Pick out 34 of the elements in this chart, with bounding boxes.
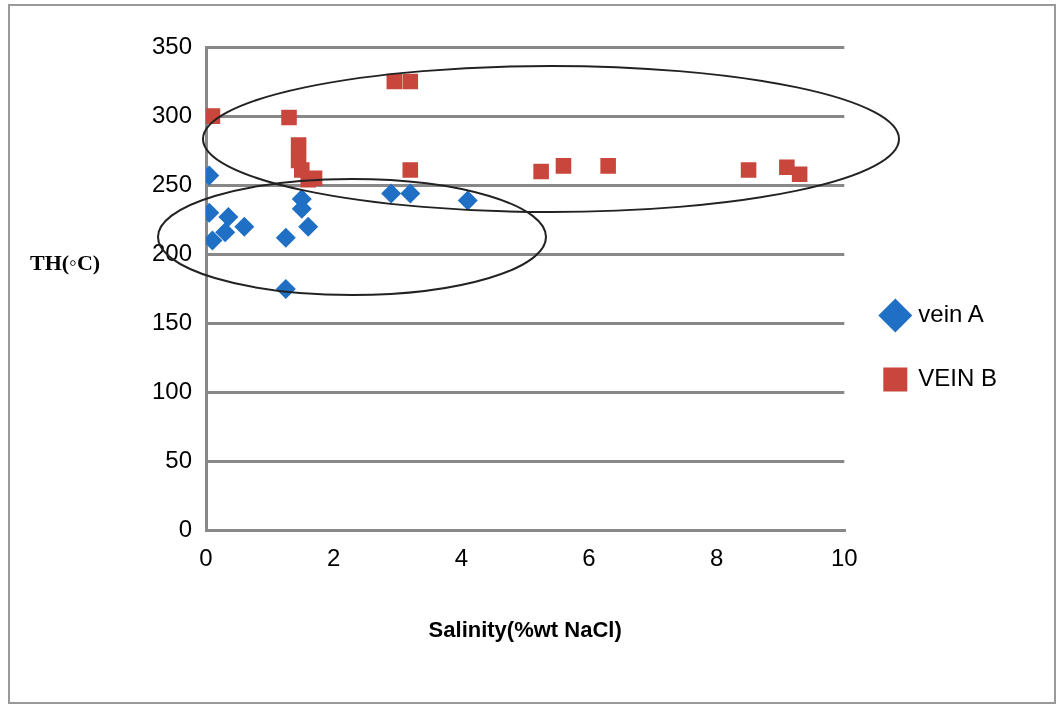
legend-label: vein A: [918, 300, 984, 328]
point: [215, 222, 236, 243]
x-tick-label: 4: [454, 543, 469, 571]
point: [281, 109, 297, 126]
point: [218, 207, 239, 228]
legend-label: VEIN B: [918, 364, 998, 392]
point: [402, 162, 419, 178]
point: [400, 183, 421, 204]
point: [533, 163, 549, 180]
y-tick-label: 50: [165, 446, 193, 474]
y-tick-label: 100: [152, 377, 193, 405]
point: [298, 216, 319, 237]
y-tick-label: 0: [178, 515, 193, 543]
x-tick-label: 8: [709, 543, 724, 571]
x-tick-label: 10: [830, 543, 858, 571]
point: [740, 162, 757, 178]
y-tick-label: 350: [152, 31, 193, 59]
x-tick-label: 6: [582, 543, 596, 571]
point: [234, 216, 255, 237]
x-tick-label: 0: [199, 543, 213, 571]
x-tick-label: 2: [327, 543, 341, 571]
y-axis-title: TH(◦C): [30, 250, 101, 276]
x-axis-title: Salinity(%wt NaCl): [428, 616, 622, 642]
y-tick-label: 300: [152, 100, 193, 128]
point: [381, 183, 402, 204]
y-tick-label: 150: [152, 308, 193, 336]
point: [600, 158, 616, 174]
point: [290, 137, 307, 153]
point: [555, 158, 572, 174]
point: [791, 166, 808, 182]
point: [457, 190, 478, 211]
point: [275, 227, 296, 248]
point: [402, 73, 419, 90]
y-tick-label: 250: [152, 169, 193, 197]
